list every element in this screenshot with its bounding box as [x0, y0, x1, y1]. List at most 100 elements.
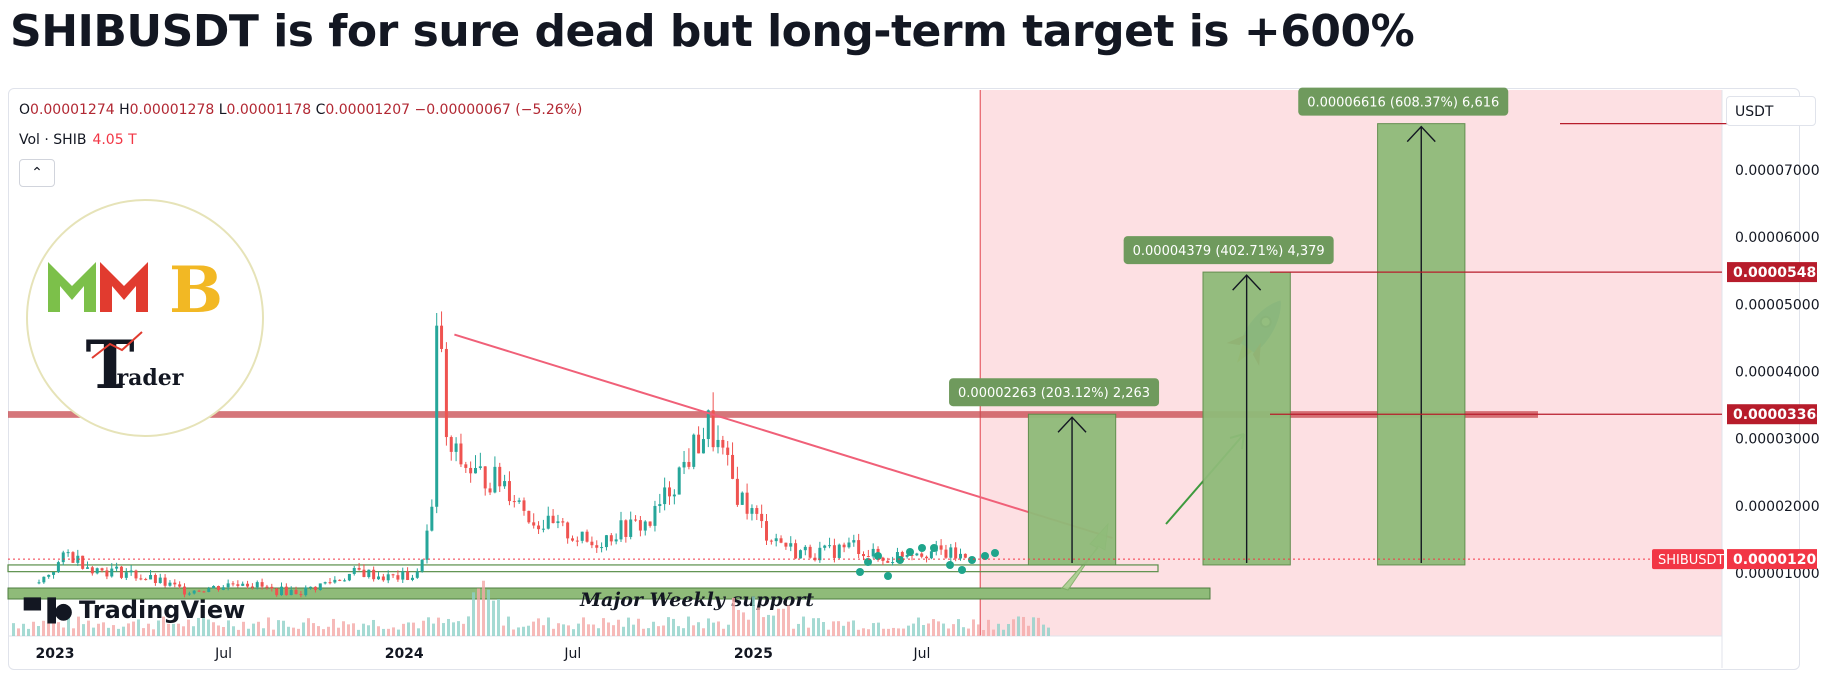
candle-body	[823, 545, 827, 548]
volume-bar	[87, 620, 90, 636]
candle-body	[692, 434, 696, 467]
volume-bar	[462, 623, 465, 636]
ohlc-legend: O0.00001274 H0.00001278 L0.00001178 C0.0…	[19, 102, 582, 118]
candle-body	[415, 571, 419, 578]
volume-bar	[487, 589, 490, 636]
volume-bar	[222, 626, 225, 636]
volume-bar	[172, 623, 175, 636]
volume-bar	[367, 625, 370, 636]
candle-body	[900, 552, 904, 557]
volume-bar	[167, 623, 170, 636]
candle-body	[735, 478, 739, 505]
candles	[37, 311, 967, 598]
target-label-3: 0.00006616 (608.37%) 6,616	[1307, 96, 1499, 111]
candle-body	[600, 547, 604, 549]
candle-body	[221, 587, 225, 590]
volume-bar	[757, 607, 760, 636]
accumulation-dot	[856, 568, 864, 576]
candle-body	[280, 586, 283, 596]
candle-body	[401, 571, 405, 580]
volume-bar	[872, 623, 875, 636]
volume-bar	[517, 627, 520, 636]
volume-bar	[407, 622, 410, 636]
volume-bar	[597, 628, 600, 636]
last-price-tag: 0.00001207	[1733, 552, 1826, 568]
candle-body	[498, 466, 502, 487]
volume-bar	[497, 598, 500, 636]
candle-body	[449, 437, 453, 452]
candle-body	[115, 566, 119, 569]
volume-bar	[662, 625, 665, 636]
candle-body	[590, 541, 594, 546]
volume-bar	[842, 625, 845, 636]
candle-body	[105, 570, 109, 577]
volume-bar	[972, 619, 975, 636]
volume-bar	[287, 626, 290, 636]
collapse-legend-button[interactable]: ⌃	[19, 159, 55, 187]
candle-body	[250, 586, 254, 588]
volume-bar	[612, 625, 615, 636]
candle-body	[37, 582, 41, 584]
volume-bar	[82, 624, 85, 636]
candle-body	[803, 546, 807, 551]
candle-body	[362, 569, 366, 577]
candle-body	[381, 576, 385, 581]
candle-body	[760, 513, 764, 522]
logo-chart-line	[91, 331, 143, 359]
candle-body	[711, 410, 715, 448]
volume-bar	[727, 624, 730, 636]
candle-body	[585, 531, 589, 542]
accumulation-dot	[981, 552, 989, 560]
volume-bar	[762, 617, 765, 636]
volume-bar	[127, 623, 130, 636]
target-label-1: 0.00002263 (203.12%) 2,263	[958, 386, 1150, 401]
volume-bar	[432, 623, 435, 636]
candle-body	[682, 461, 686, 468]
volume-bar	[942, 623, 945, 636]
candle-body	[677, 467, 681, 495]
volume-bar	[422, 620, 425, 636]
symbol-tag-bg	[1652, 549, 1724, 570]
volume-bar	[657, 626, 660, 636]
candle-body	[731, 454, 735, 479]
volume-bar	[822, 622, 825, 636]
candle-body	[440, 325, 444, 349]
volume-bar	[1012, 619, 1015, 636]
level-tag-bg-1	[1727, 262, 1817, 283]
candle-body	[124, 572, 128, 578]
candle-body	[794, 543, 798, 559]
volume-bar	[412, 622, 415, 636]
volume-label: Vol · SHIB	[19, 132, 87, 148]
candle-body	[954, 547, 958, 559]
volume-bar	[317, 626, 320, 636]
tradingview-logo[interactable]: ▀▐● TradingView	[24, 596, 245, 624]
volume-bar	[372, 619, 375, 636]
volume-bar	[37, 626, 40, 636]
support-zone-weekly	[7, 587, 1211, 600]
candle-body	[178, 584, 182, 587]
candle-body	[478, 466, 482, 468]
volume-bar	[67, 616, 70, 636]
volume-bar	[22, 623, 25, 636]
candle-body	[740, 492, 744, 505]
candle-body	[726, 447, 730, 455]
accumulation-dot	[884, 572, 892, 580]
volume-bar	[57, 622, 60, 636]
currency-unit-button[interactable]: USDT	[1726, 96, 1816, 126]
volume-bar	[107, 627, 110, 636]
candle-body	[614, 539, 618, 542]
candle-body	[444, 348, 448, 438]
candle-body	[372, 569, 376, 580]
candle-body	[66, 552, 70, 554]
volume-bar	[602, 618, 605, 636]
candle-body	[367, 569, 371, 577]
volume-bar	[947, 628, 950, 636]
volume-bar	[42, 620, 45, 636]
candle-body	[469, 467, 473, 474]
candle-body	[56, 562, 60, 572]
volume-bar	[907, 625, 910, 636]
candle-body	[871, 548, 875, 557]
candle-body	[236, 584, 240, 586]
volume-bar	[572, 629, 575, 636]
